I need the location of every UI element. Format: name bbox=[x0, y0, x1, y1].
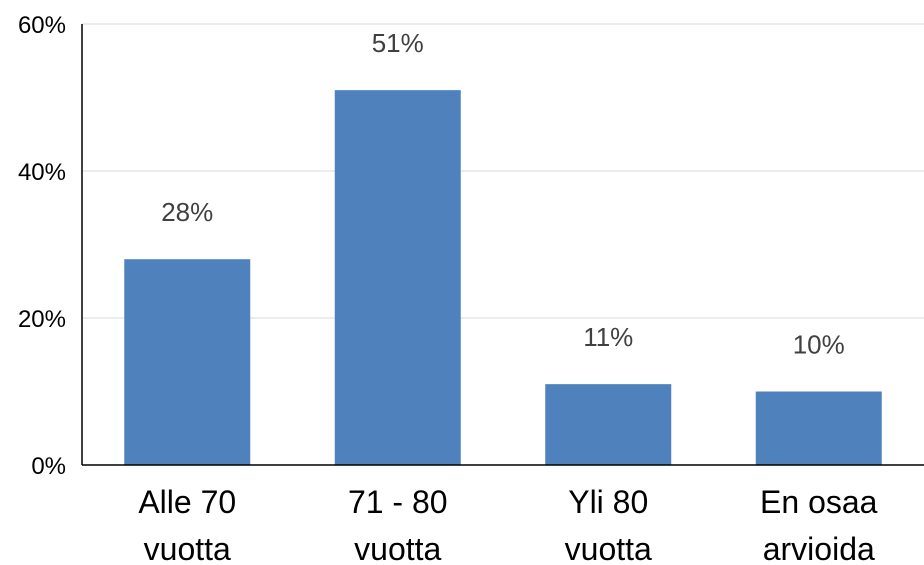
x-category-label: vuotta bbox=[565, 531, 652, 565]
axes bbox=[81, 24, 924, 466]
data-label: 11% bbox=[583, 322, 633, 352]
x-category-label: 71 - 80 bbox=[348, 484, 448, 520]
x-category-label: Yli 80 bbox=[568, 484, 648, 520]
data-label: 10% bbox=[793, 330, 845, 360]
bars bbox=[124, 90, 882, 466]
bar bbox=[334, 90, 461, 466]
labels: 0% 20% 40% 60% 28% Alle 70 vuotta 51% 71 - 80 vuo… bbox=[18, 12, 878, 565]
data-label: 51% bbox=[372, 28, 424, 58]
data-label: 28% bbox=[161, 197, 213, 227]
bar bbox=[755, 391, 882, 465]
x-category-label: vuotta bbox=[354, 531, 441, 565]
y-tick-label: 60% bbox=[18, 12, 66, 39]
bar bbox=[124, 259, 251, 465]
y-tick-label: 0% bbox=[31, 453, 66, 480]
y-tick-label: 20% bbox=[18, 306, 66, 333]
x-category-label: vuotta bbox=[144, 531, 231, 565]
x-category-label: Alle 70 bbox=[138, 484, 236, 520]
bar bbox=[545, 384, 672, 465]
x-category-label: En osaa bbox=[760, 484, 878, 520]
x-category-label: arvioida bbox=[763, 531, 875, 565]
y-tick-label: 40% bbox=[18, 159, 66, 186]
